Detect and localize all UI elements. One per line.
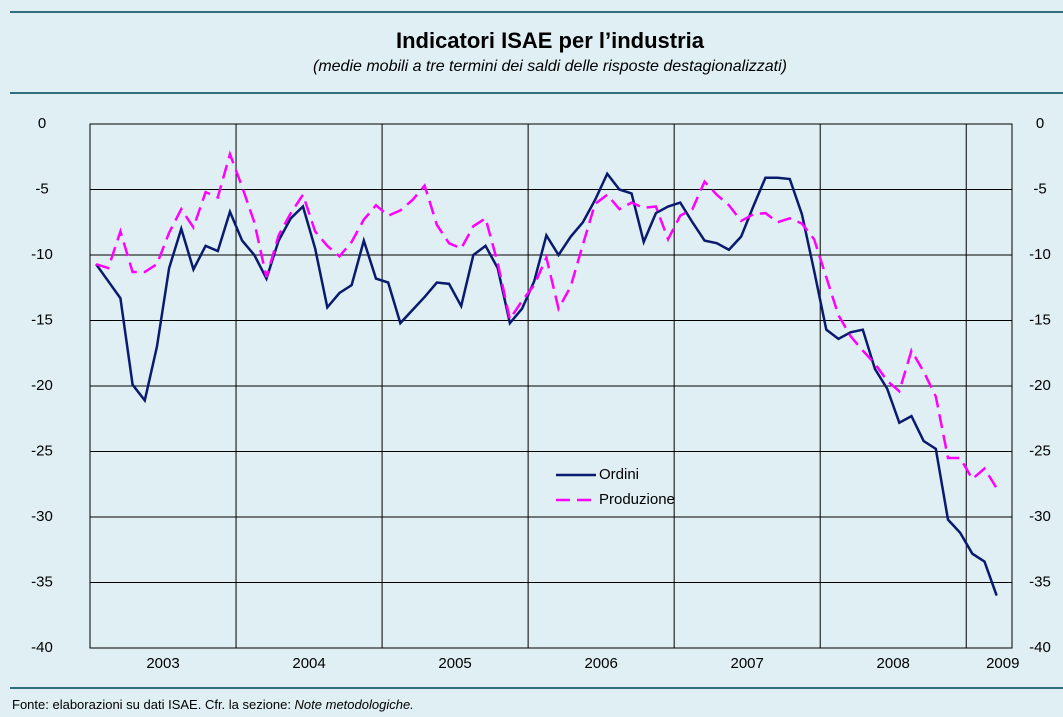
y-tick-label: -20 bbox=[31, 377, 53, 394]
y-tick-label: -15 bbox=[31, 311, 53, 328]
y2-tick-label: -10 bbox=[1029, 246, 1051, 263]
y-tick-label: -10 bbox=[31, 246, 53, 263]
y2-tick-label: -20 bbox=[1029, 377, 1051, 394]
y-tick-label: -5 bbox=[35, 180, 48, 197]
x-tick-label: 2006 bbox=[584, 655, 617, 672]
x-tick-label: 2003 bbox=[146, 655, 179, 672]
y2-tick-label: -25 bbox=[1029, 442, 1051, 459]
footer-note: Note metodologiche. bbox=[295, 697, 414, 712]
y2-tick-label: -15 bbox=[1029, 311, 1051, 328]
footer-source: Fonte: elaborazioni su dati ISAE. Cfr. l… bbox=[12, 697, 295, 712]
y2-tick-label: -30 bbox=[1029, 508, 1051, 525]
y-tick-label: -25 bbox=[31, 442, 53, 459]
chart-title: Indicatori ISAE per l’industria bbox=[396, 28, 705, 53]
y2-tick-label: 0 bbox=[1036, 115, 1044, 132]
x-tick-label: 2005 bbox=[438, 655, 471, 672]
chart-subtitle: (medie mobili a tre termini dei saldi de… bbox=[313, 58, 787, 75]
y2-tick-label: -5 bbox=[1033, 180, 1046, 197]
x-tick-label: 2004 bbox=[292, 655, 325, 672]
y2-tick-label: -35 bbox=[1029, 573, 1051, 590]
y-tick-label: -35 bbox=[31, 573, 53, 590]
y-tick-label: 0 bbox=[38, 115, 46, 132]
series-line bbox=[95, 150, 998, 489]
x-tick-label: 2009 bbox=[986, 655, 1019, 672]
y2-tick-label: -40 bbox=[1029, 639, 1051, 656]
y-tick-label: -40 bbox=[31, 639, 53, 656]
legend-label: Produzione bbox=[599, 491, 675, 508]
x-tick-label: 2008 bbox=[877, 655, 910, 672]
series-line bbox=[95, 171, 998, 597]
footer: Fonte: elaborazioni su dati ISAE. Cfr. l… bbox=[12, 697, 414, 712]
x-tick-label: 2007 bbox=[730, 655, 763, 672]
legend-label: Ordini bbox=[599, 466, 639, 483]
y-tick-label: -30 bbox=[31, 508, 53, 525]
